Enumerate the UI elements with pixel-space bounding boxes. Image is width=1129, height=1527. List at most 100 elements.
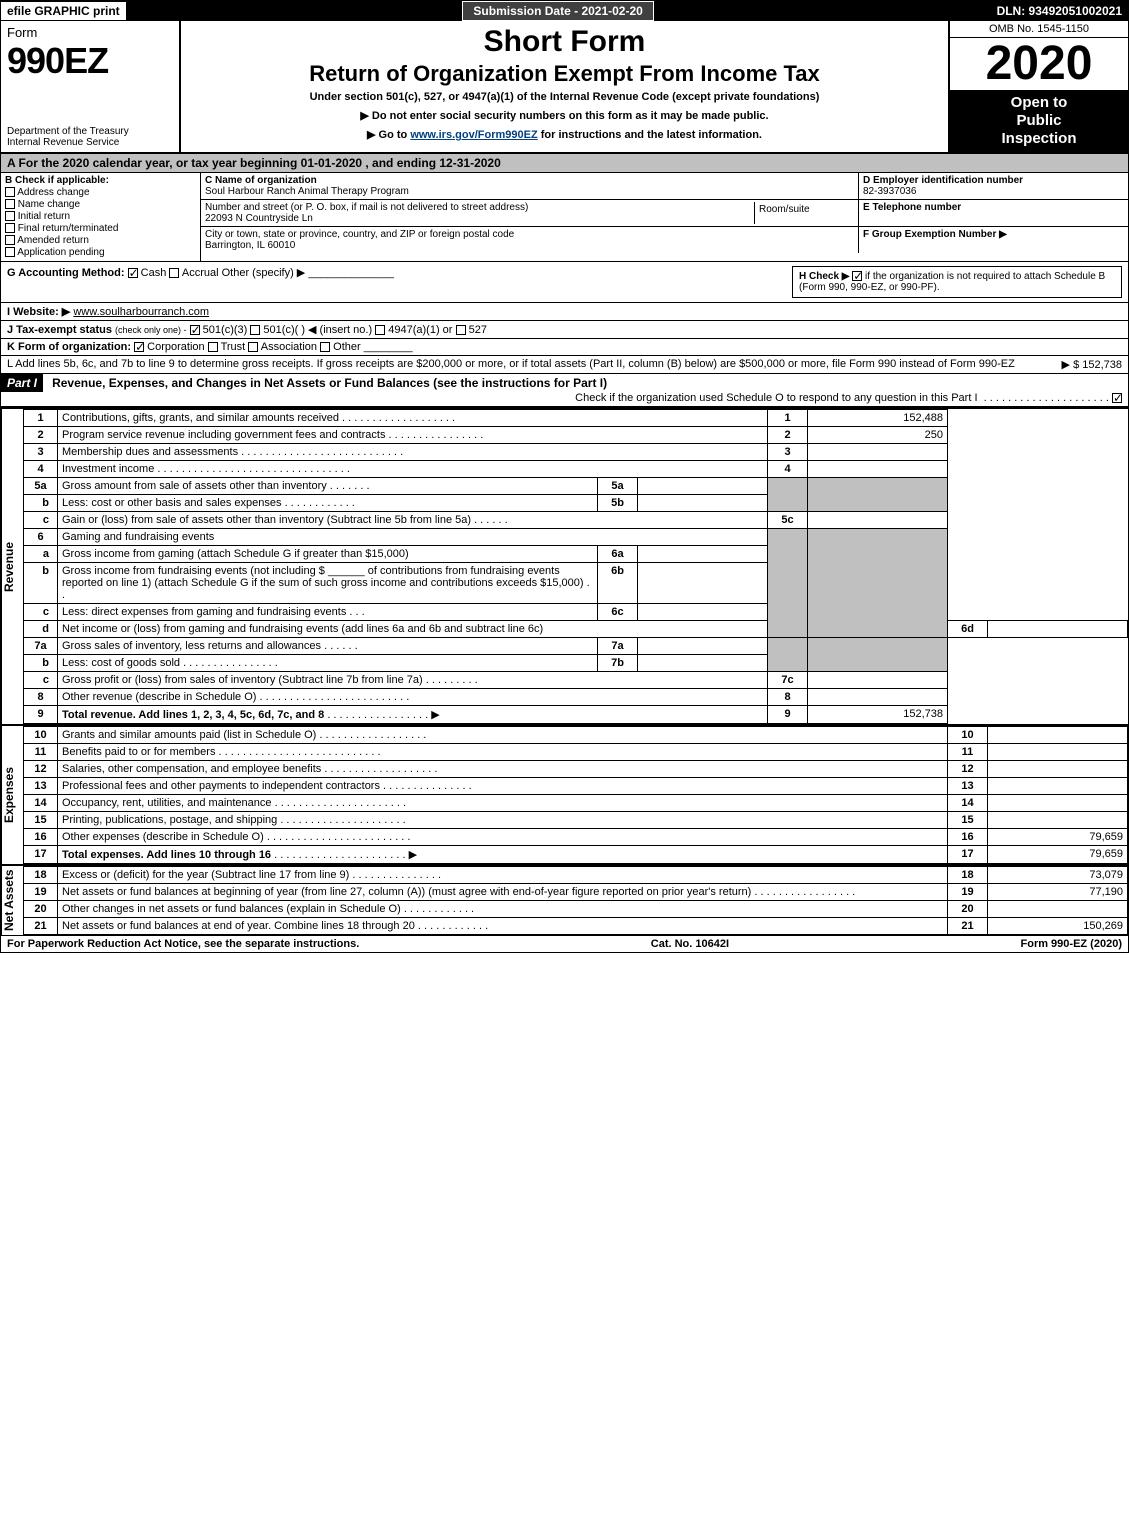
ln15-desc: Printing, publications, postage, and shi… xyxy=(62,814,277,826)
omb-number: OMB No. 1545-1150 xyxy=(950,21,1128,38)
city-label: City or town, state or province, country… xyxy=(205,229,854,240)
cb-accrual[interactable] xyxy=(169,268,179,278)
ln6c-desc: Less: direct expenses from gaming and fu… xyxy=(62,606,346,618)
netassets-side-label: Net Assets xyxy=(1,866,23,935)
row-l: L Add lines 5b, 6c, and 7b to line 9 to … xyxy=(1,356,1128,374)
cb-name-change[interactable]: Name change xyxy=(5,199,196,210)
j-label: J Tax-exempt status xyxy=(7,324,112,336)
submission-date: Submission Date - 2021-02-20 xyxy=(462,1,653,21)
ln6b-desc: Gross income from fundraising events (no… xyxy=(62,565,325,577)
top-bar: efile GRAPHIC print Submission Date - 20… xyxy=(1,1,1128,21)
cb-cash[interactable] xyxy=(128,268,138,278)
org-name: Soul Harbour Ranch Animal Therapy Progra… xyxy=(205,186,854,197)
cb-address-change[interactable]: Address change xyxy=(5,187,196,198)
ln7c-num: c xyxy=(24,672,58,689)
row-i: I Website: ▶ www.soulharbourranch.com xyxy=(1,303,1128,321)
revenue-section: Revenue 1Contributions, gifts, grants, a… xyxy=(1,407,1128,724)
ln1-num: 1 xyxy=(24,410,58,427)
page-footer: For Paperwork Reduction Act Notice, see … xyxy=(1,935,1128,952)
ln3-desc: Membership dues and assessments xyxy=(62,446,238,458)
ln20-desc: Other changes in net assets or fund bala… xyxy=(62,903,401,915)
g-label: G Accounting Method: xyxy=(7,267,125,279)
net-assets-section: Net Assets 18Excess or (deficit) for the… xyxy=(1,864,1128,935)
cb-amended[interactable]: Amended return xyxy=(5,235,196,246)
box-c-d: C Name of organization Soul Harbour Ranc… xyxy=(201,173,1128,261)
ln17-val: 79,659 xyxy=(988,846,1128,864)
ln6d-desc: Net income or (loss) from gaming and fun… xyxy=(58,621,768,638)
website-url[interactable]: www.soulharbourranch.com xyxy=(73,306,209,318)
cb-501c3[interactable] xyxy=(190,325,200,335)
ln2-val: 250 xyxy=(808,427,948,444)
return-title: Return of Organization Exempt From Incom… xyxy=(189,61,940,87)
l-text: L Add lines 5b, 6c, and 7b to line 9 to … xyxy=(7,358,1054,371)
city-state-zip: Barrington, IL 60010 xyxy=(205,240,854,251)
ln9-num: 9 xyxy=(24,706,58,724)
ln12-desc: Salaries, other compensation, and employ… xyxy=(62,763,321,775)
efile-print-label[interactable]: efile GRAPHIC print xyxy=(1,2,126,20)
ln3-num: 3 xyxy=(24,444,58,461)
cb-h[interactable] xyxy=(852,271,862,281)
ln16-desc: Other expenses (describe in Schedule O) xyxy=(62,831,264,843)
ln13-desc: Professional fees and other payments to … xyxy=(62,780,380,792)
revenue-table: 1Contributions, gifts, grants, and simil… xyxy=(23,409,1128,724)
l-amount: ▶ $ 152,738 xyxy=(1054,358,1122,371)
expenses-table: 10Grants and similar amounts paid (list … xyxy=(23,726,1128,864)
ln19-val: 77,190 xyxy=(988,884,1128,901)
cb-corp[interactable] xyxy=(134,342,144,352)
ln1-val: 152,488 xyxy=(808,410,948,427)
ln6a-num: a xyxy=(24,546,58,563)
ln14-desc: Occupancy, rent, utilities, and maintena… xyxy=(62,797,272,809)
h-label: H Check ▶ xyxy=(799,271,849,282)
cb-501c[interactable] xyxy=(250,325,260,335)
ln2-num: 2 xyxy=(24,427,58,444)
cb-schedule-o-part1[interactable] xyxy=(1112,393,1122,403)
box-b: B Check if applicable: Address change Na… xyxy=(1,173,201,261)
irs-link[interactable]: www.irs.gov/Form990EZ xyxy=(410,129,537,141)
ln18-desc: Excess or (deficit) for the year (Subtra… xyxy=(62,869,349,881)
street-address: 22093 N Countryside Ln xyxy=(205,213,754,224)
cb-initial-return[interactable]: Initial return xyxy=(5,211,196,222)
cb-other[interactable] xyxy=(320,342,330,352)
g-accounting: G Accounting Method: Cash Accrual Other … xyxy=(7,266,394,298)
open-to-public: Open to Public Inspection xyxy=(950,90,1128,152)
no-ssn-notice: ▶ Do not enter social security numbers o… xyxy=(189,109,940,122)
i-label: I Website: ▶ xyxy=(7,306,70,318)
ln6a-desc: Gross income from gaming (attach Schedul… xyxy=(58,546,598,563)
pra-notice: For Paperwork Reduction Act Notice, see … xyxy=(7,938,359,950)
insp1: Open to xyxy=(952,94,1126,112)
info-block: B Check if applicable: Address change Na… xyxy=(1,173,1128,262)
tax-year: 2020 xyxy=(950,38,1128,90)
ln10-desc: Grants and similar amounts paid (list in… xyxy=(62,729,316,741)
header-center: Short Form Return of Organization Exempt… xyxy=(181,21,948,152)
expenses-section: Expenses 10Grants and similar amounts pa… xyxy=(1,724,1128,864)
k-label: K Form of organization: xyxy=(7,341,131,353)
row-g-h: G Accounting Method: Cash Accrual Other … xyxy=(1,262,1128,303)
dept-line2: Internal Revenue Service xyxy=(7,137,173,148)
f-group-label: F Group Exemption Number ▶ xyxy=(863,229,1124,240)
ln7a-num: 7a xyxy=(24,638,58,655)
dept-treasury: Department of the Treasury Internal Reve… xyxy=(7,126,173,148)
ln16-val: 79,659 xyxy=(988,829,1128,846)
header-left: Form 990EZ Department of the Treasury In… xyxy=(1,21,181,152)
ln5b-desc: Less: cost or other basis and sales expe… xyxy=(62,497,282,509)
insp3: Inspection xyxy=(952,130,1126,148)
form-rev: Form 990-EZ (2020) xyxy=(1021,938,1122,950)
cb-trust[interactable] xyxy=(208,342,218,352)
ln19-desc: Net assets or fund balances at beginning… xyxy=(62,886,751,898)
tax-period: A For the 2020 calendar year, or tax yea… xyxy=(1,154,1128,173)
g-other: Other (specify) ▶ xyxy=(222,267,306,279)
e-phone-label: E Telephone number xyxy=(863,202,1124,213)
ln5b-num: b xyxy=(24,495,58,512)
cb-application-pending[interactable]: Application pending xyxy=(5,247,196,258)
form-header: Form 990EZ Department of the Treasury In… xyxy=(1,21,1128,154)
cb-4947[interactable] xyxy=(375,325,385,335)
ln17-desc: Total expenses. Add lines 10 through 16 xyxy=(62,849,271,861)
ln8-num: 8 xyxy=(24,689,58,706)
ln6-num: 6 xyxy=(24,529,58,546)
cb-final-return[interactable]: Final return/terminated xyxy=(5,223,196,234)
form-word: Form xyxy=(7,25,173,40)
cb-527[interactable] xyxy=(456,325,466,335)
cb-assoc[interactable] xyxy=(248,342,258,352)
ln21-desc: Net assets or fund balances at end of ye… xyxy=(62,920,415,932)
revenue-side-label: Revenue xyxy=(1,409,23,724)
